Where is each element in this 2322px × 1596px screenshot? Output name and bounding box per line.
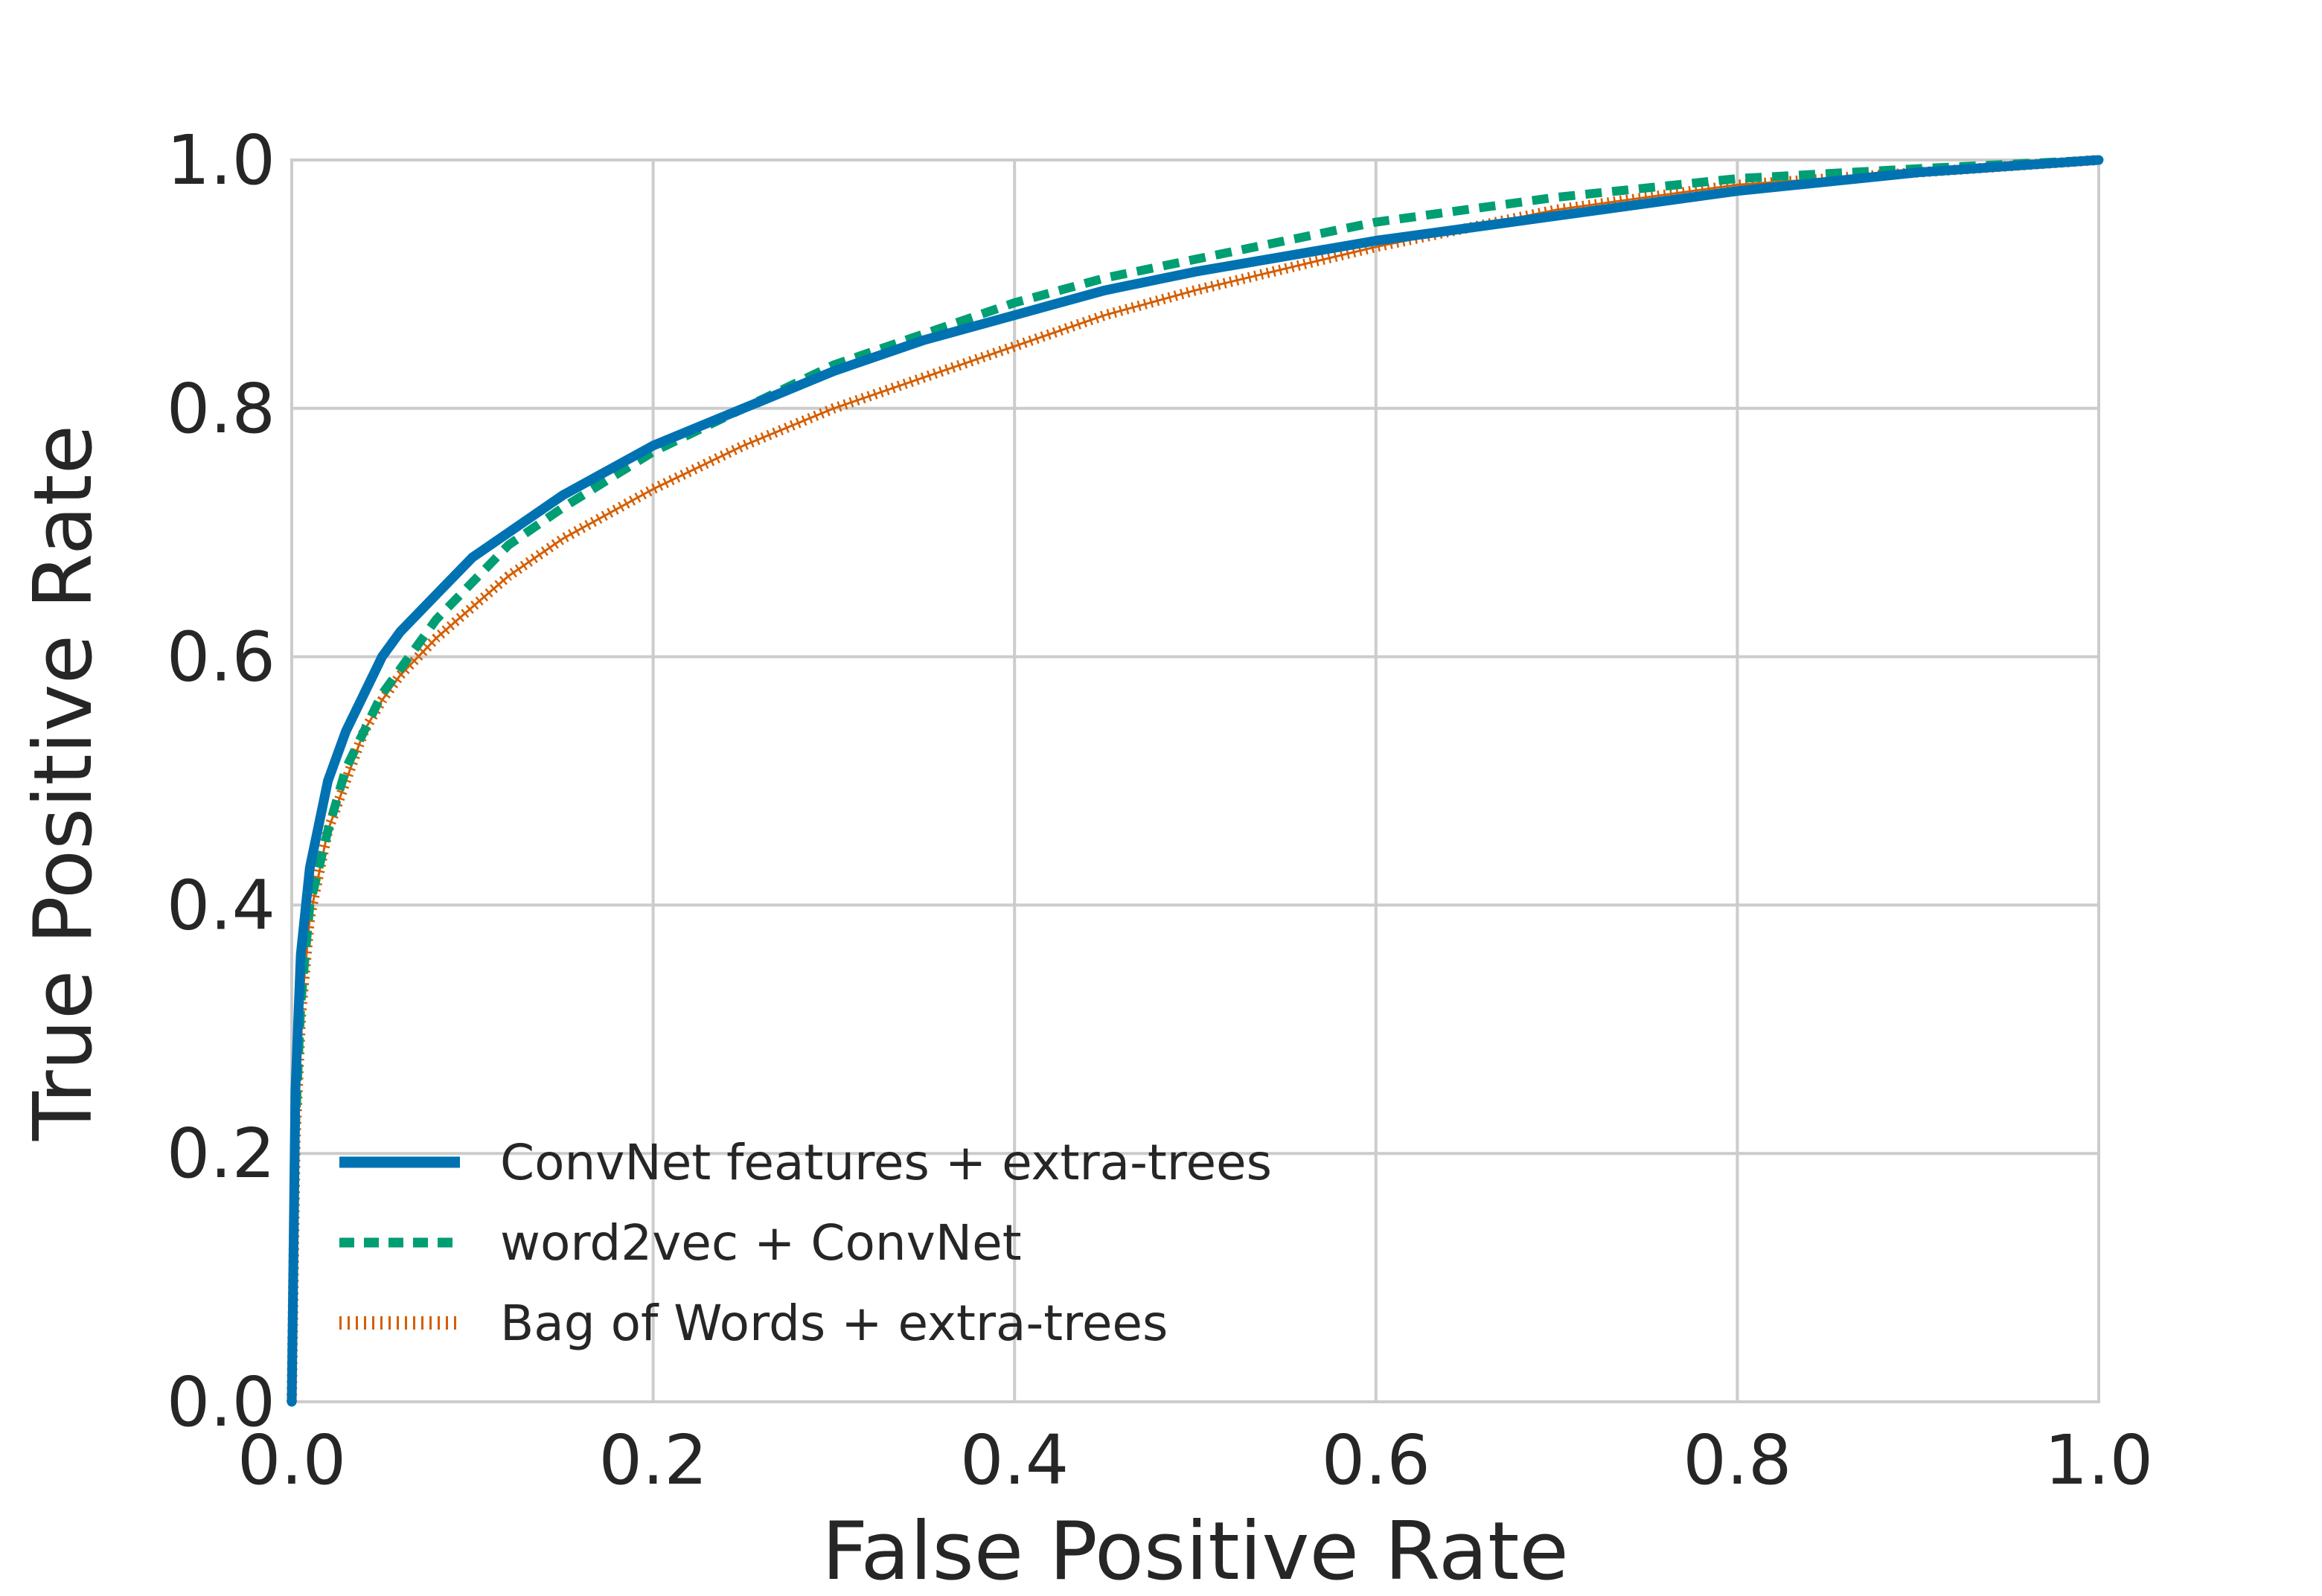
series-1 [287,155,2104,1407]
series-line [287,156,2099,1403]
tick-labels: 0.0 0.2 0.4 0.6 0.8 1.0 0.0 0.2 0.4 0.6 0.8 1.0 [167,121,2153,1500]
y-tick-label: 0.4 [167,865,275,945]
legend-label: ConvNet features + extra-trees [500,1134,1272,1191]
series-layer [287,155,2104,1407]
series-line [287,155,2104,1407]
x-tick-label: 0.4 [960,1420,1069,1500]
series-2 [287,156,2099,1403]
legend-item: word2vec + ConvNet [339,1214,1022,1272]
x-tick-label: 0.0 [237,1420,346,1500]
x-tick-label: 0.8 [1683,1420,1791,1500]
y-tick-label: 0.8 [167,369,275,449]
y-tick-label: 0.2 [167,1114,275,1193]
y-tick-label: 0.6 [167,618,275,697]
y-tick-label: 0.0 [167,1362,275,1442]
legend-item: ConvNet features + extra-trees [339,1134,1272,1191]
x-tick-label: 0.6 [1322,1420,1430,1500]
legend: ConvNet features + extra-trees word2vec +… [339,1134,1272,1352]
x-tick-label: 1.0 [2044,1420,2153,1500]
y-tick-label: 1.0 [167,121,275,200]
x-tick-label: 0.2 [598,1420,707,1500]
x-axis-label: False Positive Rate [822,1505,1569,1596]
legend-label: word2vec + ConvNet [500,1214,1022,1272]
plot-border [290,158,2100,1403]
legend-label: Bag of Words + extra-trees [500,1295,1168,1352]
legend-item: Bag of Words + extra-trees [339,1295,1168,1352]
grid [290,158,2100,1403]
y-axis-label: True Positive Rate [17,425,110,1141]
